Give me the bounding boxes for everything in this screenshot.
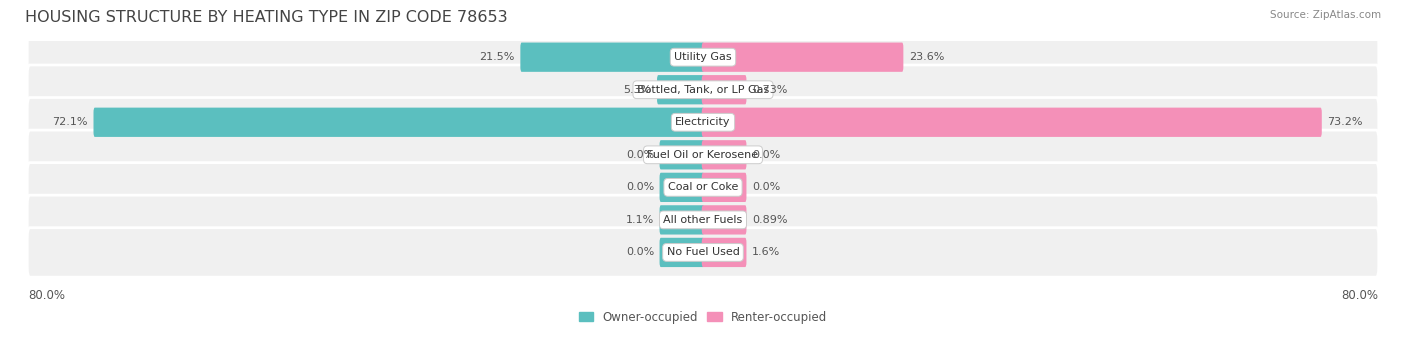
FancyBboxPatch shape [27,65,1379,115]
FancyBboxPatch shape [520,43,704,72]
Text: 0.73%: 0.73% [752,85,787,95]
Text: 72.1%: 72.1% [52,117,89,127]
Text: 0.0%: 0.0% [626,248,654,257]
Text: Bottled, Tank, or LP Gas: Bottled, Tank, or LP Gas [637,85,769,95]
FancyBboxPatch shape [27,228,1379,277]
FancyBboxPatch shape [27,98,1379,147]
Text: 0.0%: 0.0% [626,182,654,192]
Text: Utility Gas: Utility Gas [675,52,731,62]
FancyBboxPatch shape [702,140,747,169]
Text: 1.6%: 1.6% [752,248,780,257]
Text: No Fuel Used: No Fuel Used [666,248,740,257]
FancyBboxPatch shape [27,130,1379,180]
FancyBboxPatch shape [94,108,704,137]
Text: 0.0%: 0.0% [752,182,780,192]
Text: 73.2%: 73.2% [1327,117,1362,127]
FancyBboxPatch shape [702,75,747,104]
Text: 21.5%: 21.5% [479,52,515,62]
FancyBboxPatch shape [702,43,904,72]
FancyBboxPatch shape [27,32,1379,82]
FancyBboxPatch shape [702,173,747,202]
Text: 0.89%: 0.89% [752,215,787,225]
FancyBboxPatch shape [659,140,704,169]
Text: 0.0%: 0.0% [626,150,654,160]
Text: 1.1%: 1.1% [626,215,654,225]
FancyBboxPatch shape [659,238,704,267]
FancyBboxPatch shape [702,238,747,267]
FancyBboxPatch shape [27,195,1379,244]
Text: 80.0%: 80.0% [28,289,65,302]
Text: Fuel Oil or Kerosene: Fuel Oil or Kerosene [647,150,759,160]
Text: 5.3%: 5.3% [623,85,651,95]
Text: 0.0%: 0.0% [752,150,780,160]
FancyBboxPatch shape [702,205,747,235]
Text: All other Fuels: All other Fuels [664,215,742,225]
FancyBboxPatch shape [659,173,704,202]
FancyBboxPatch shape [702,108,1322,137]
FancyBboxPatch shape [657,75,704,104]
Text: 80.0%: 80.0% [1341,289,1378,302]
Text: HOUSING STRUCTURE BY HEATING TYPE IN ZIP CODE 78653: HOUSING STRUCTURE BY HEATING TYPE IN ZIP… [25,10,508,25]
Text: Electricity: Electricity [675,117,731,127]
Text: 23.6%: 23.6% [908,52,945,62]
Text: Coal or Coke: Coal or Coke [668,182,738,192]
Legend: Owner-occupied, Renter-occupied: Owner-occupied, Renter-occupied [574,306,832,329]
FancyBboxPatch shape [659,205,704,235]
FancyBboxPatch shape [27,163,1379,212]
Text: Source: ZipAtlas.com: Source: ZipAtlas.com [1270,10,1381,20]
